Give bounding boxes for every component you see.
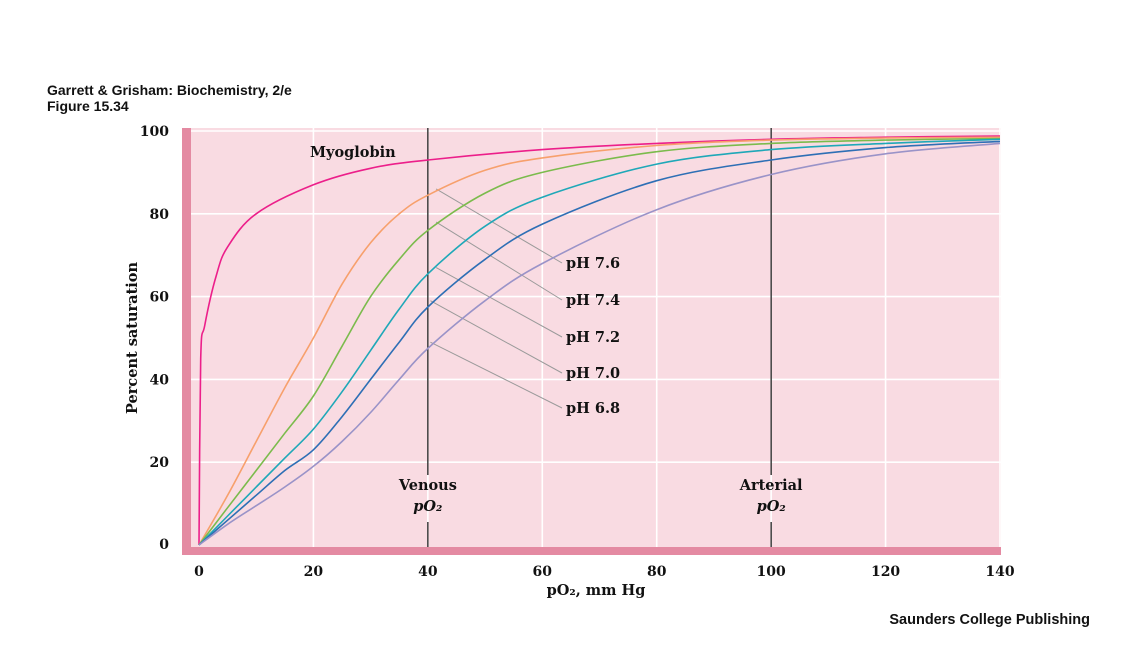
x-tick-label: 120 <box>871 564 900 580</box>
y-tick-label: 80 <box>150 207 170 223</box>
x-tick-label: 80 <box>647 564 667 580</box>
x-tick-label: 20 <box>304 564 324 580</box>
series-annotation-label: pH 7.2 <box>566 329 620 346</box>
series-annotation-label: pH 7.6 <box>566 255 620 272</box>
x-tick-label: 0 <box>194 564 204 580</box>
x-tick-label: 60 <box>533 564 553 580</box>
y-tick-label: 0 <box>159 537 169 553</box>
y-tick-label: 20 <box>150 455 170 471</box>
series-annotation-label: Myoglobin <box>310 144 396 161</box>
annotation-leader-line <box>435 188 563 264</box>
reference-label-top: Venous <box>398 477 457 494</box>
series-line-ph-7-6 <box>198 136 1001 546</box>
x-tick-label: 100 <box>757 564 786 580</box>
header-title: Garrett & Grisham: Biochemistry, 2/e <box>47 82 292 98</box>
series-annotation-label: pH 7.0 <box>566 365 620 382</box>
annotation-leader-line <box>430 300 563 374</box>
y-tick-label: 40 <box>150 372 170 388</box>
x-axis-label: pO₂, mm Hg <box>547 582 646 599</box>
annotation-leader-line <box>435 221 563 301</box>
reference-label-bottom: pO₂ <box>757 498 786 515</box>
series-line-ph-7-2 <box>198 138 1001 546</box>
annotation-leader-line <box>430 341 563 409</box>
annotation-leader-line <box>435 267 563 338</box>
reference-label-top: Arterial <box>739 477 803 494</box>
x-tick-label: 40 <box>418 564 438 580</box>
x-tick-label: 140 <box>985 564 1014 580</box>
y-axis-bar <box>182 128 191 555</box>
series-annotation-label: pH 7.4 <box>566 292 620 309</box>
header-figure-number: Figure 15.34 <box>47 98 129 114</box>
y-tick-label: 100 <box>140 124 169 140</box>
publisher-credit: Saunders College Publishing <box>889 612 1090 628</box>
series-line-ph-7-4 <box>198 137 1001 546</box>
y-tick-label: 60 <box>150 290 170 306</box>
plot-background <box>182 128 1001 555</box>
series-line-ph-6-8 <box>198 142 1001 546</box>
x-axis-bar <box>182 547 1001 555</box>
series-annotation-label: pH 6.8 <box>566 400 620 417</box>
series-line-ph-7-0 <box>198 140 1001 546</box>
reference-label-bottom: pO₂ <box>413 498 442 515</box>
y-axis-label: Percent saturation <box>124 262 141 414</box>
